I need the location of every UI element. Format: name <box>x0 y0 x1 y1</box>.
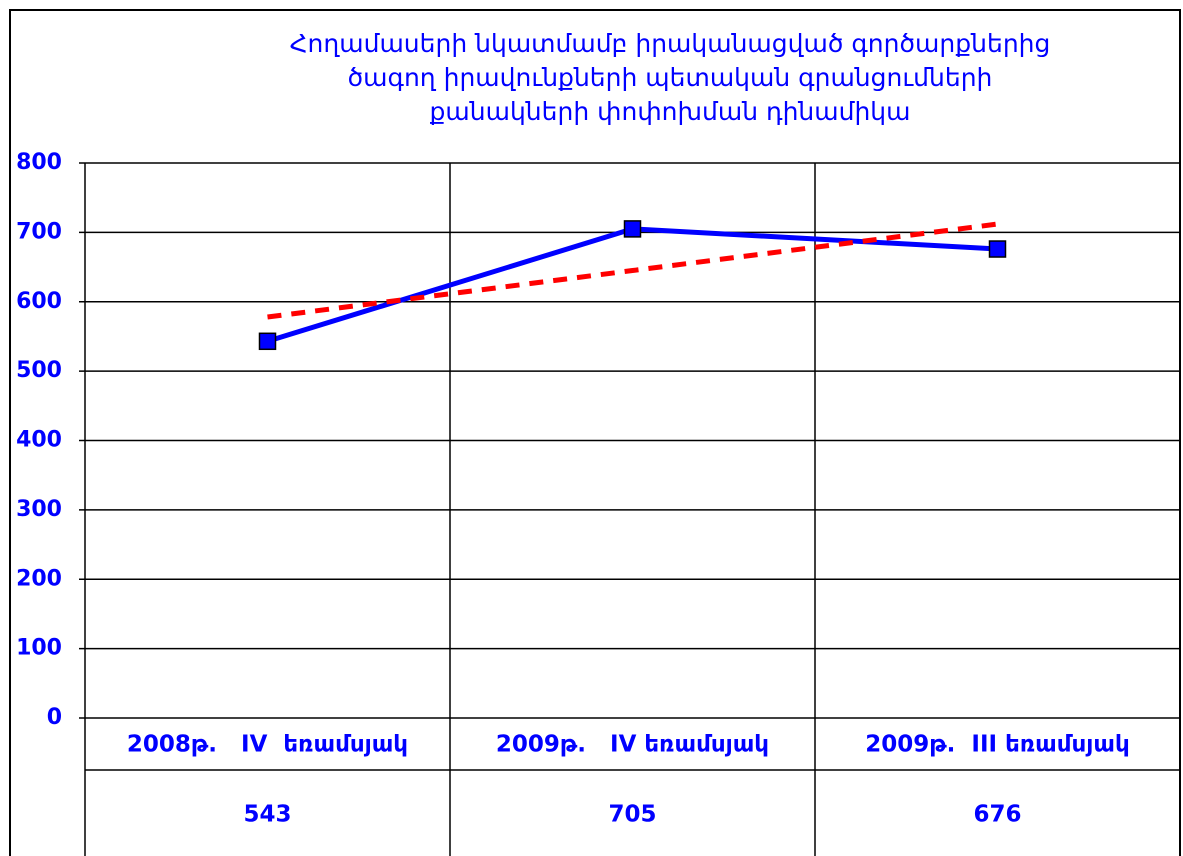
y-tick-label: 600 <box>16 289 62 314</box>
marker <box>258 332 277 351</box>
chart-title: Հողամասերի նկատմամբ իրականացված գործարքն… <box>290 29 1051 58</box>
chart-title: ծագող իրավունքների պետական գրանցումների <box>348 63 993 92</box>
trend-line <box>267 221 998 320</box>
table-value: 676 <box>973 802 1021 828</box>
y-tick-label: 400 <box>16 428 62 453</box>
y-tick-label: 100 <box>16 636 62 661</box>
chart-border <box>9 9 1181 856</box>
y-tick-label: 700 <box>16 219 62 244</box>
y-tick-label: 200 <box>16 566 62 591</box>
chart-title: քանակների փոփոխման դինամիկա <box>430 97 911 126</box>
x-tick-label: 2009թ. III եռամսյակ <box>865 732 1130 758</box>
marker <box>988 240 1007 258</box>
y-tick-label: 300 <box>16 497 62 522</box>
table-value: 705 <box>608 802 656 828</box>
marker <box>623 220 642 238</box>
y-tick-label: 800 <box>16 150 62 175</box>
table-value: 543 <box>243 802 291 828</box>
y-tick-label: 0 <box>47 705 62 730</box>
x-tick-label: 2009թ. IV եռամսյակ <box>496 732 769 758</box>
x-tick-label: 2008թ. IV եռամսյակ <box>127 732 408 758</box>
y-tick-label: 500 <box>16 358 62 383</box>
